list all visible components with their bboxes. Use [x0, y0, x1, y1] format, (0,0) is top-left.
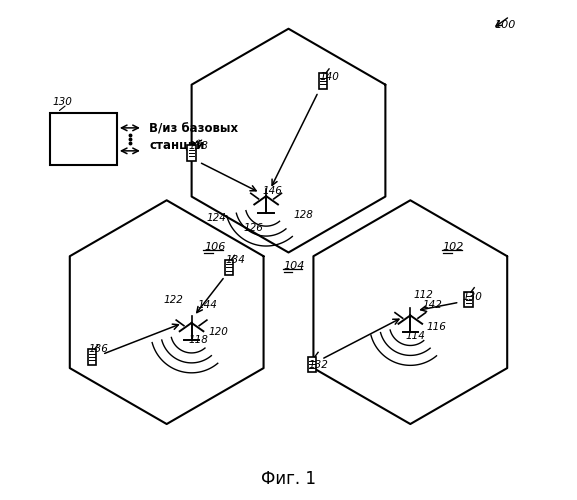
Text: 116: 116: [427, 322, 447, 332]
Text: 126: 126: [243, 222, 264, 232]
Text: 130: 130: [463, 292, 482, 302]
Text: 114: 114: [406, 330, 426, 340]
Bar: [88, 349, 96, 364]
Text: 106: 106: [204, 242, 226, 252]
Text: 112: 112: [414, 290, 434, 300]
Text: 130: 130: [53, 98, 72, 108]
Text: 134: 134: [226, 255, 246, 265]
Text: В/из базовых
станций: В/из базовых станций: [149, 122, 238, 152]
Bar: [188, 146, 196, 160]
Text: 102: 102: [443, 242, 464, 252]
FancyBboxPatch shape: [50, 114, 117, 166]
Text: Системный
контроллер: Системный контроллер: [51, 128, 116, 150]
Text: 120: 120: [209, 327, 229, 337]
Text: 124: 124: [207, 212, 226, 222]
Text: 138: 138: [188, 140, 208, 150]
Bar: [224, 260, 233, 275]
Text: 142: 142: [423, 300, 443, 310]
Text: 104: 104: [283, 261, 305, 271]
Text: 136: 136: [89, 344, 108, 354]
Bar: [308, 356, 316, 372]
Text: 128: 128: [294, 210, 313, 220]
Text: 118: 118: [188, 336, 208, 345]
Text: 144: 144: [197, 300, 217, 310]
Text: 132: 132: [308, 360, 328, 370]
Text: 100: 100: [495, 20, 516, 30]
Text: 146: 146: [263, 186, 283, 196]
Text: Фиг. 1: Фиг. 1: [261, 470, 316, 488]
Text: 140: 140: [320, 72, 340, 82]
Bar: [319, 74, 327, 88]
Bar: [464, 292, 473, 308]
Text: 122: 122: [163, 294, 183, 304]
